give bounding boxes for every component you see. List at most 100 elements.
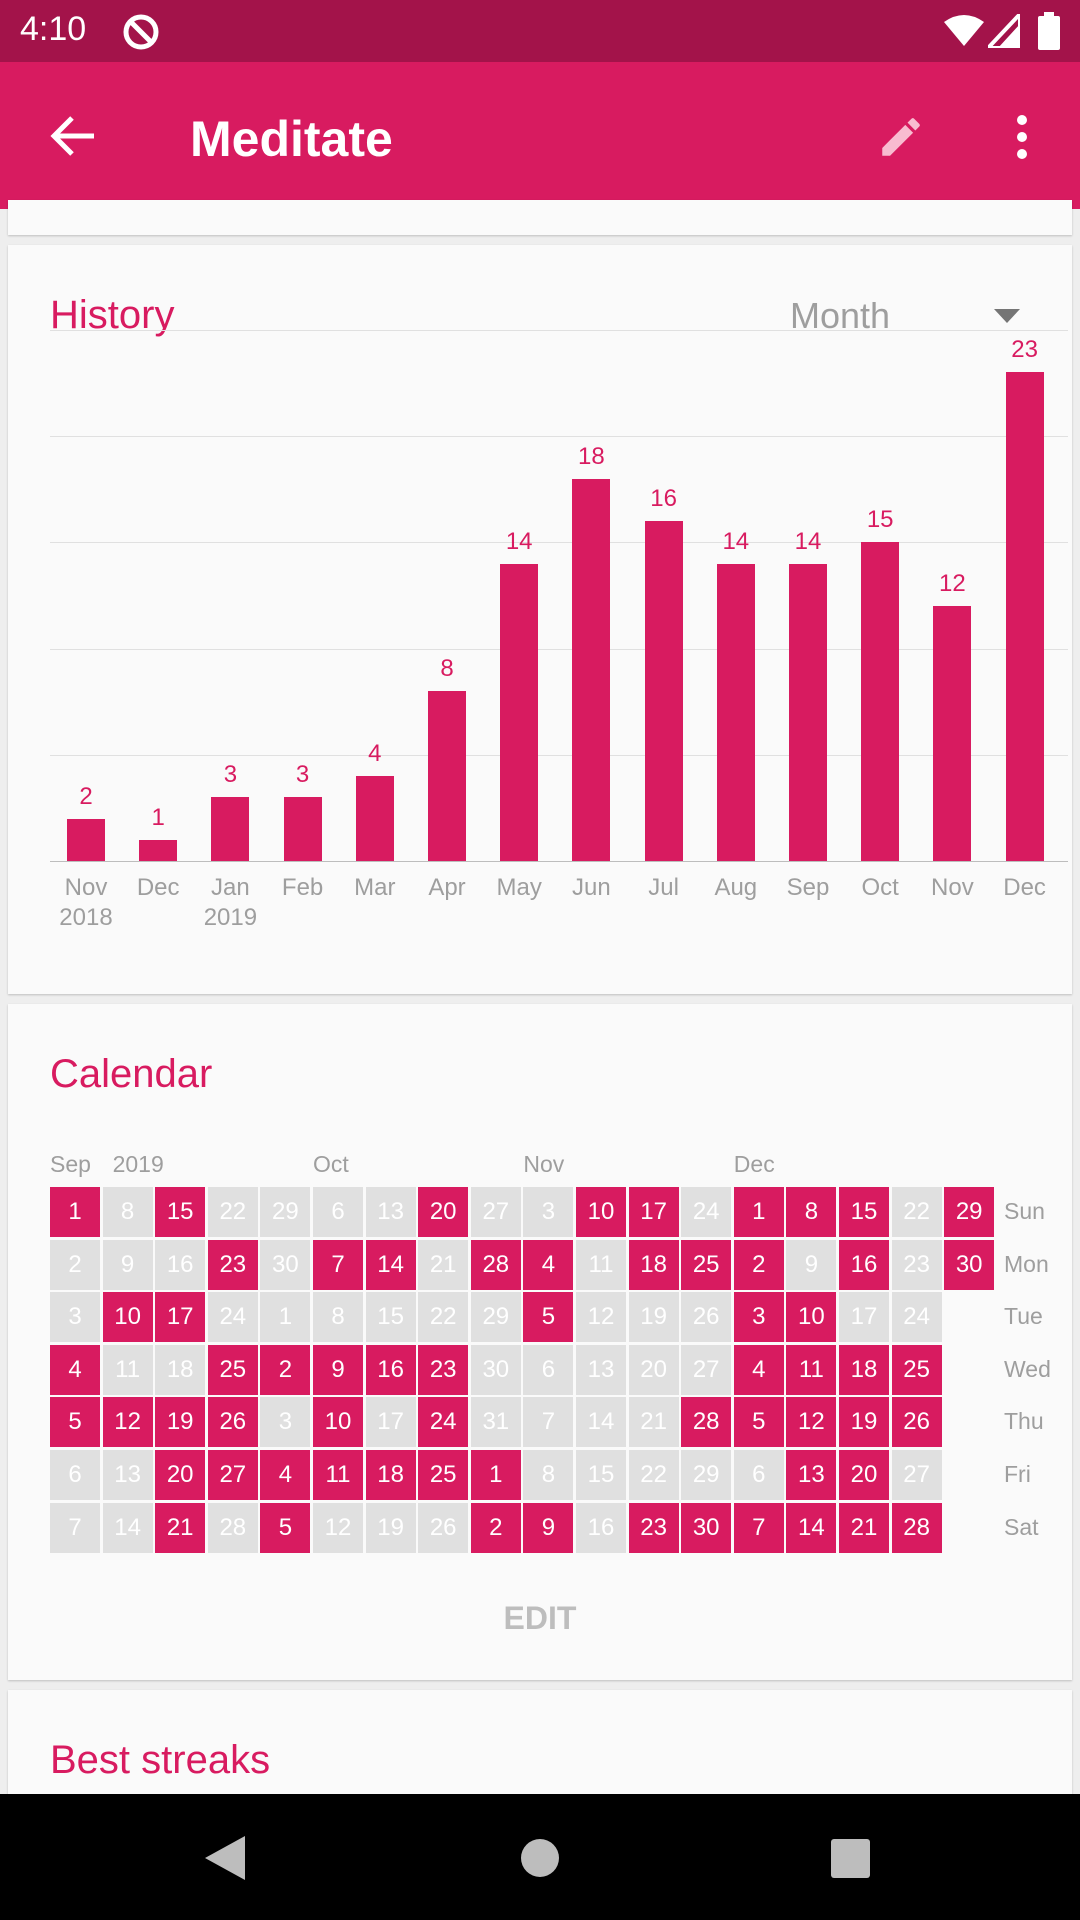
- calendar-day[interactable]: 30: [681, 1502, 732, 1553]
- more-vert-icon[interactable]: [1010, 112, 1034, 162]
- calendar-day[interactable]: 15: [576, 1450, 626, 1500]
- calendar-day[interactable]: 6: [523, 1344, 574, 1395]
- calendar-day[interactable]: 9: [102, 1239, 153, 1290]
- calendar-day[interactable]: 28: [891, 1502, 942, 1553]
- calendar-day[interactable]: 23: [891, 1239, 942, 1290]
- calendar-day[interactable]: 14: [102, 1502, 153, 1553]
- calendar-day[interactable]: 7: [50, 1502, 100, 1553]
- calendar-day[interactable]: 2: [260, 1344, 311, 1395]
- calendar-day[interactable]: 30: [260, 1239, 311, 1290]
- calendar-day[interactable]: 16: [365, 1344, 416, 1395]
- calendar-day[interactable]: 3: [260, 1397, 311, 1448]
- calendar-day[interactable]: 6: [313, 1187, 363, 1237]
- calendar-day[interactable]: 30: [944, 1239, 995, 1290]
- calendar-day[interactable]: 21: [628, 1397, 679, 1448]
- calendar-day[interactable]: 17: [628, 1187, 679, 1237]
- calendar-day[interactable]: 27: [470, 1187, 521, 1237]
- calendar-day[interactable]: 15: [365, 1292, 416, 1343]
- calendar-day[interactable]: 4: [260, 1450, 311, 1500]
- calendar-day[interactable]: 11: [576, 1239, 626, 1290]
- calendar-day[interactable]: 10: [786, 1292, 837, 1343]
- calendar-day[interactable]: 1: [733, 1187, 784, 1237]
- calendar-day[interactable]: 27: [891, 1450, 942, 1500]
- calendar-day[interactable]: 28: [470, 1239, 521, 1290]
- period-dropdown[interactable]: Month: [790, 295, 1040, 345]
- calendar-day[interactable]: 24: [207, 1292, 258, 1343]
- calendar-day[interactable]: 27: [681, 1344, 732, 1395]
- calendar-day[interactable]: 9: [786, 1239, 837, 1290]
- calendar-day[interactable]: 26: [207, 1397, 258, 1448]
- calendar-day[interactable]: 8: [786, 1187, 837, 1237]
- calendar-day[interactable]: 10: [576, 1187, 626, 1237]
- calendar-day[interactable]: 9: [523, 1502, 574, 1553]
- calendar-day[interactable]: 13: [102, 1450, 153, 1500]
- calendar-day[interactable]: 13: [365, 1187, 416, 1237]
- calendar-day[interactable]: 2: [50, 1239, 100, 1290]
- calendar-day[interactable]: 16: [839, 1239, 889, 1290]
- calendar-day[interactable]: 19: [839, 1397, 889, 1448]
- calendar-day[interactable]: 17: [365, 1397, 416, 1448]
- calendar-day[interactable]: 24: [891, 1292, 942, 1343]
- calendar-day[interactable]: 1: [260, 1292, 311, 1343]
- calendar-day[interactable]: 20: [155, 1450, 206, 1500]
- edit-button[interactable]: EDIT: [503, 1600, 577, 1636]
- calendar-day[interactable]: 12: [313, 1502, 363, 1553]
- calendar-day[interactable]: 29: [944, 1187, 995, 1237]
- calendar-day[interactable]: 10: [313, 1397, 363, 1448]
- calendar-day[interactable]: 7: [523, 1397, 574, 1448]
- calendar-day[interactable]: 5: [260, 1502, 311, 1553]
- calendar-day[interactable]: 21: [155, 1502, 206, 1553]
- calendar-day[interactable]: 21: [839, 1502, 889, 1553]
- calendar-day[interactable]: 31: [470, 1397, 521, 1448]
- calendar-day[interactable]: 25: [418, 1450, 469, 1500]
- calendar-day[interactable]: 30: [470, 1344, 521, 1395]
- calendar-day[interactable]: 28: [207, 1502, 258, 1553]
- calendar-day[interactable]: 1: [470, 1450, 521, 1500]
- calendar-day[interactable]: 26: [418, 1502, 469, 1553]
- calendar-day[interactable]: 18: [628, 1239, 679, 1290]
- calendar-day[interactable]: 14: [786, 1502, 837, 1553]
- calendar-day[interactable]: 3: [50, 1292, 100, 1343]
- calendar-day[interactable]: 5: [523, 1292, 574, 1343]
- pencil-icon[interactable]: [876, 112, 926, 162]
- calendar-day[interactable]: 25: [891, 1344, 942, 1395]
- calendar-day[interactable]: 8: [523, 1450, 574, 1500]
- calendar-day[interactable]: 18: [839, 1344, 889, 1395]
- recents-square-icon[interactable]: [831, 1839, 870, 1878]
- calendar-day[interactable]: 7: [313, 1239, 363, 1290]
- calendar-day[interactable]: 12: [102, 1397, 153, 1448]
- calendar-day[interactable]: 22: [891, 1187, 942, 1237]
- calendar-day[interactable]: 20: [418, 1187, 469, 1237]
- calendar-day[interactable]: 11: [313, 1450, 363, 1500]
- calendar-day[interactable]: 15: [839, 1187, 889, 1237]
- calendar-day[interactable]: 2: [733, 1239, 784, 1290]
- calendar-day[interactable]: 8: [102, 1187, 153, 1237]
- calendar-day[interactable]: 5: [50, 1397, 100, 1448]
- calendar-day[interactable]: 11: [102, 1344, 153, 1395]
- calendar-day[interactable]: 12: [576, 1292, 626, 1343]
- calendar-day[interactable]: 2: [470, 1502, 521, 1553]
- calendar-day[interactable]: 24: [418, 1397, 469, 1448]
- calendar-day[interactable]: 21: [418, 1239, 469, 1290]
- calendar-day[interactable]: 20: [628, 1344, 679, 1395]
- calendar-day[interactable]: 3: [523, 1187, 574, 1237]
- calendar-day[interactable]: 16: [155, 1239, 206, 1290]
- calendar-day[interactable]: 7: [733, 1502, 784, 1553]
- calendar-day[interactable]: 5: [733, 1397, 784, 1448]
- calendar-day[interactable]: 20: [839, 1450, 889, 1500]
- calendar-day[interactable]: 6: [50, 1450, 100, 1500]
- calendar-day[interactable]: 16: [576, 1502, 626, 1553]
- calendar-day[interactable]: 22: [418, 1292, 469, 1343]
- calendar-day[interactable]: 19: [155, 1397, 206, 1448]
- calendar-day[interactable]: 29: [681, 1450, 732, 1500]
- calendar-day[interactable]: 26: [891, 1397, 942, 1448]
- calendar-day[interactable]: 19: [628, 1292, 679, 1343]
- calendar-day[interactable]: 29: [260, 1187, 311, 1237]
- calendar-day[interactable]: 18: [365, 1450, 416, 1500]
- calendar-day[interactable]: 14: [365, 1239, 416, 1290]
- calendar-day[interactable]: 13: [786, 1450, 837, 1500]
- calendar-day[interactable]: 29: [470, 1292, 521, 1343]
- calendar-day[interactable]: 22: [628, 1450, 679, 1500]
- calendar-day[interactable]: 17: [839, 1292, 889, 1343]
- calendar-day[interactable]: 10: [102, 1292, 153, 1343]
